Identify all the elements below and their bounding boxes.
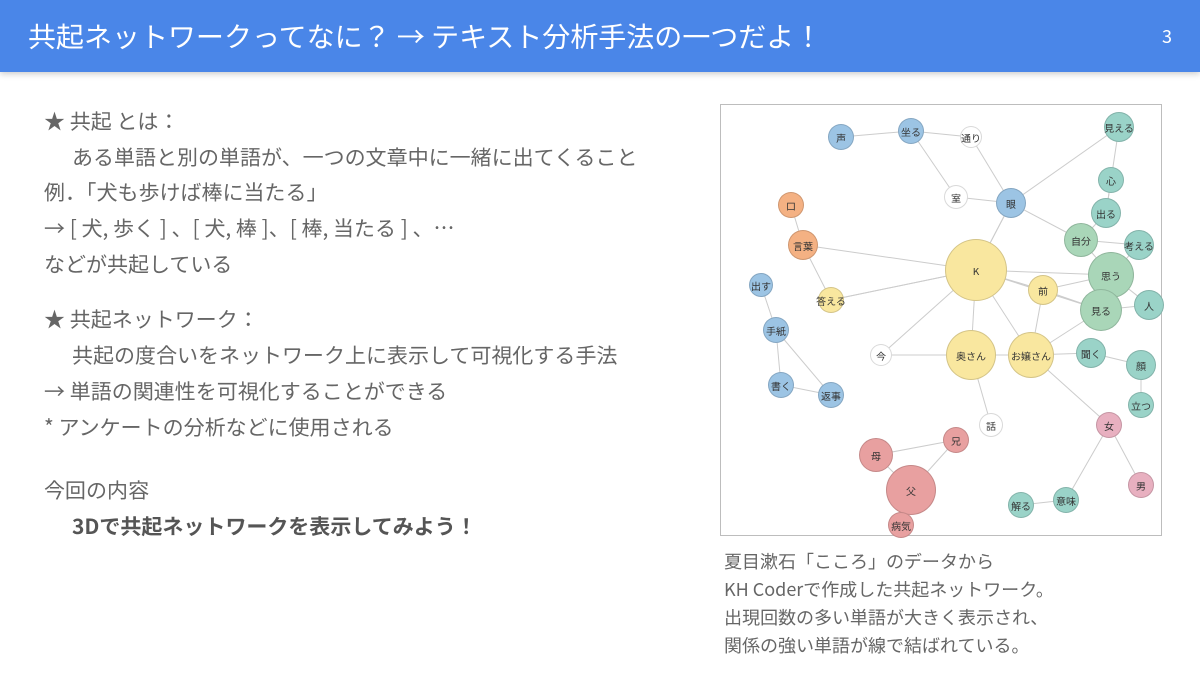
network-node: 出る <box>1091 198 1121 228</box>
network-node: 前 <box>1028 275 1058 305</box>
network-node: 話 <box>979 413 1003 437</box>
network-node: 言葉 <box>788 230 818 260</box>
caption-line-1: 夏目漱石「こころ」のデータから <box>724 548 1160 576</box>
bullet-2-note2: * アンケートの分析などに使用される <box>44 410 692 446</box>
network-node: 解る <box>1008 492 1034 518</box>
network-node: 聞く <box>1076 338 1106 368</box>
network-node: 書く <box>768 372 794 398</box>
network-graph: 声坐る通り見える口言葉室眼心出る自分考える思うK前見る人出す答える手紙今奥さんお… <box>720 104 1162 536</box>
network-node: K <box>945 239 1007 301</box>
network-node: 病気 <box>888 512 914 538</box>
network-node: 女 <box>1096 412 1122 438</box>
slide-header: 共起ネットワークってなに？ → テキスト分析手法の一つだよ！ 3 <box>0 0 1200 72</box>
today-body: 3Dで共起ネットワークを表示してみよう！ <box>44 509 692 545</box>
network-node: 坐る <box>898 118 924 144</box>
slide-page-number: 3 <box>1162 23 1172 49</box>
network-node: 答える <box>818 287 844 313</box>
example-pairs: → [ 犬, 歩く ] 、[ 犬, 棒 ]、[ 棒, 当たる ] 、… <box>44 211 692 247</box>
caption-line-3: 出現回数の多い単語が大きく表示され、 <box>724 604 1160 632</box>
network-node: 返事 <box>818 382 844 408</box>
network-node: 見る <box>1080 289 1122 331</box>
bullet-2-note1: → 単語の関連性を可視化することができる <box>44 374 692 410</box>
example-label: 例．「犬も歩けば棒に当たる」 <box>44 175 692 211</box>
network-node: 見える <box>1104 112 1134 142</box>
network-node: 兄 <box>943 427 969 453</box>
network-node: 眼 <box>996 188 1026 218</box>
bullet-2-body: 共起の度合いをネットワーク上に表示して可視化する手法 <box>44 338 692 374</box>
network-node: 室 <box>944 185 968 209</box>
bullet-1-body: ある単語と別の単語が、一つの文章中に一緒に出てくること <box>44 140 692 176</box>
network-node: 立つ <box>1128 392 1154 418</box>
network-node: 声 <box>828 124 854 150</box>
network-node: 通り <box>960 126 982 148</box>
network-node: 自分 <box>1064 223 1098 257</box>
example-tail: などが共起している <box>44 247 692 283</box>
network-node: 人 <box>1134 290 1164 320</box>
network-node: お嬢さん <box>1008 332 1054 378</box>
bullet-2-title: ★ 共起ネットワーク： <box>44 302 692 338</box>
network-node: 考える <box>1124 230 1154 260</box>
left-text-column: ★ 共起 とは： ある単語と別の単語が、一つの文章中に一緒に出てくること 例．「… <box>44 104 692 660</box>
network-node: 意味 <box>1053 487 1079 513</box>
caption-line-2: KH Coderで作成した共起ネットワーク。 <box>724 576 1160 604</box>
network-node: 男 <box>1128 472 1154 498</box>
today-label: 今回の内容 <box>44 473 692 509</box>
network-node: 母 <box>859 438 893 472</box>
graph-caption: 夏目漱石「こころ」のデータから KH Coderで作成した共起ネットワーク。 出… <box>720 548 1160 660</box>
network-node: 父 <box>886 465 936 515</box>
right-column: 声坐る通り見える口言葉室眼心出る自分考える思うK前見る人出す答える手紙今奥さんお… <box>720 104 1160 660</box>
network-node: 出す <box>749 273 773 297</box>
network-node: 顔 <box>1126 350 1156 380</box>
network-node: 手紙 <box>763 317 789 343</box>
bullet-1-title: ★ 共起 とは： <box>44 104 692 140</box>
slide-body: ★ 共起 とは： ある単語と別の単語が、一つの文章中に一緒に出てくること 例．「… <box>0 72 1200 679</box>
network-node: 口 <box>778 192 804 218</box>
network-node: 奥さん <box>946 330 996 380</box>
network-node: 心 <box>1098 167 1124 193</box>
slide-title: 共起ネットワークってなに？ → テキスト分析手法の一つだよ！ <box>28 16 1162 56</box>
network-node: 今 <box>870 344 892 366</box>
caption-line-4: 関係の強い単語が線で結ばれている。 <box>724 632 1160 660</box>
